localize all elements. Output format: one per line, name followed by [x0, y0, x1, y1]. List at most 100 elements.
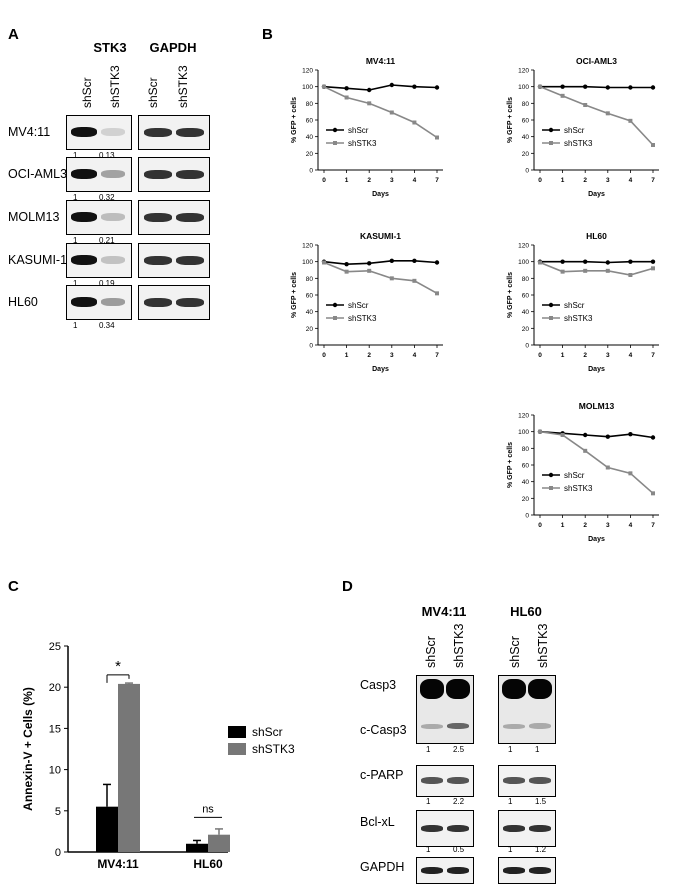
panel-d-row-label: Casp3 — [360, 678, 397, 692]
lane-label-shscr: shScr — [508, 636, 522, 668]
x-axis-label: Days — [588, 536, 605, 543]
x-axis-label: Days — [588, 191, 605, 198]
stk3-blot — [66, 285, 132, 320]
y-tick-label: 120 — [518, 68, 529, 75]
y-tick-label: 60 — [306, 293, 314, 300]
y-tick-label: 0 — [309, 168, 313, 175]
stk3-quant-shscr: 1 — [73, 279, 78, 288]
panel-d-row-label: Bcl-xL — [360, 815, 395, 829]
y-tick-label: 60 — [522, 293, 530, 300]
y-tick-label: 15 — [49, 723, 61, 735]
data-point — [389, 82, 394, 88]
data-point — [434, 85, 440, 90]
data-point — [435, 291, 439, 296]
stk3-quant-shscr: 1 — [73, 236, 78, 245]
data-point — [389, 276, 394, 281]
gapdh-blot — [138, 157, 210, 192]
y-tick-label: 120 — [518, 413, 529, 420]
y-axis-label: % GFP + cells — [507, 272, 514, 318]
series-line-shstk3 — [539, 430, 654, 494]
chart-title: HL60 — [586, 231, 607, 241]
data-point — [628, 85, 633, 90]
panel-d-quant: 2.5 — [453, 745, 465, 754]
lane-label-shscr: shScr — [424, 636, 438, 668]
panel-d-row-label: c-Casp3 — [360, 723, 407, 737]
data-point — [322, 260, 326, 265]
data-point — [412, 84, 417, 89]
data-point — [389, 110, 394, 115]
legend-label: shSTK3 — [564, 314, 593, 323]
legend-label: shScr — [564, 126, 585, 135]
x-tick-label: 0 — [322, 352, 326, 359]
x-tick-label: 4 — [413, 352, 417, 359]
x-tick-label: 1 — [345, 352, 349, 359]
data-point — [412, 120, 417, 125]
line-chart-hl60: HL60 0 20 40 60 80 100 120 0 1 2 3 4 7 Days % GFP + cel… — [507, 231, 659, 373]
data-point — [560, 84, 565, 89]
gapdh-blot — [138, 115, 210, 150]
series-line-shscr — [540, 85, 653, 89]
legend-label: shScr — [348, 126, 369, 135]
stk3-blot — [66, 157, 132, 192]
data-point — [583, 448, 588, 453]
panel-a-row-label: MV4:11 — [8, 125, 51, 139]
lane-label-shstk3: shSTK3 — [536, 623, 550, 668]
x-tick-label: 4 — [629, 352, 633, 359]
stk3-quant-shstk3: 0.32 — [99, 193, 115, 202]
data-point — [651, 266, 655, 271]
data-point — [583, 432, 588, 438]
data-point — [605, 434, 610, 439]
y-tick-label: 20 — [522, 496, 530, 503]
panel-d-row-label: GAPDH — [360, 860, 405, 874]
bclxl-blot — [498, 810, 556, 847]
legend-swatch — [228, 743, 246, 755]
panel-d-group-mv411: MV4:11 — [421, 604, 467, 619]
data-point — [628, 259, 633, 264]
y-tick-label: 80 — [306, 276, 314, 283]
y-tick-label: 120 — [302, 68, 313, 75]
panel-d-quant: 1 — [426, 745, 431, 754]
panel-a-row-label: OCI-AML3 — [8, 167, 68, 181]
series-line-shstk3 — [539, 85, 654, 146]
data-point — [434, 260, 440, 265]
bar-shstk3 — [118, 683, 140, 852]
panel-c-bar-chart: 0 5 10 15 20 25 Annexin-V + Cells (%) MV4:11 HL6… — [21, 641, 295, 871]
x-axis-label: Days — [372, 191, 389, 198]
y-tick-label: 100 — [518, 84, 529, 91]
data-point — [435, 135, 439, 140]
data-point — [650, 85, 656, 90]
legend-label: shSTK3 — [348, 139, 377, 148]
x-tick-label: 7 — [651, 522, 655, 529]
bar-shscr — [186, 843, 208, 852]
cparp-blot — [498, 765, 556, 797]
y-tick-label: 20 — [306, 151, 314, 158]
x-axis-label: Days — [372, 366, 389, 373]
x-tick-label: 0 — [538, 177, 542, 184]
data-point — [344, 261, 349, 267]
data-point — [560, 93, 565, 98]
y-axis-label: Annexin-V + Cells (%) — [21, 687, 35, 811]
bclxl-blot — [416, 810, 474, 847]
legend-label: shSTK3 — [252, 742, 295, 756]
y-tick-label: 100 — [302, 84, 313, 91]
data-point — [628, 118, 633, 123]
gapdh-header: GAPDH — [149, 40, 197, 55]
data-point — [651, 143, 655, 147]
data-point — [367, 261, 372, 266]
panel-d-group-hl60: HL60 — [510, 604, 542, 619]
panel-label-b: B — [262, 26, 273, 43]
y-tick-label: 40 — [522, 479, 530, 486]
lane-label-shstk3: shSTK3 — [452, 623, 466, 668]
series-line-shstk3 — [323, 85, 438, 139]
ns-label: ns — [202, 803, 214, 815]
x-tick-label: 7 — [435, 177, 439, 184]
y-tick-label: 25 — [49, 641, 61, 653]
x-tick-label: 0 — [322, 177, 326, 184]
panel-d-quant: 1 — [535, 745, 540, 754]
stk3-quant-shscr: 1 — [73, 151, 78, 160]
x-tick-label: 2 — [367, 352, 371, 359]
casp3-blot — [416, 675, 474, 744]
panel-a-row-label: MOLM13 — [8, 210, 60, 224]
x-tick-label: 7 — [651, 177, 655, 184]
